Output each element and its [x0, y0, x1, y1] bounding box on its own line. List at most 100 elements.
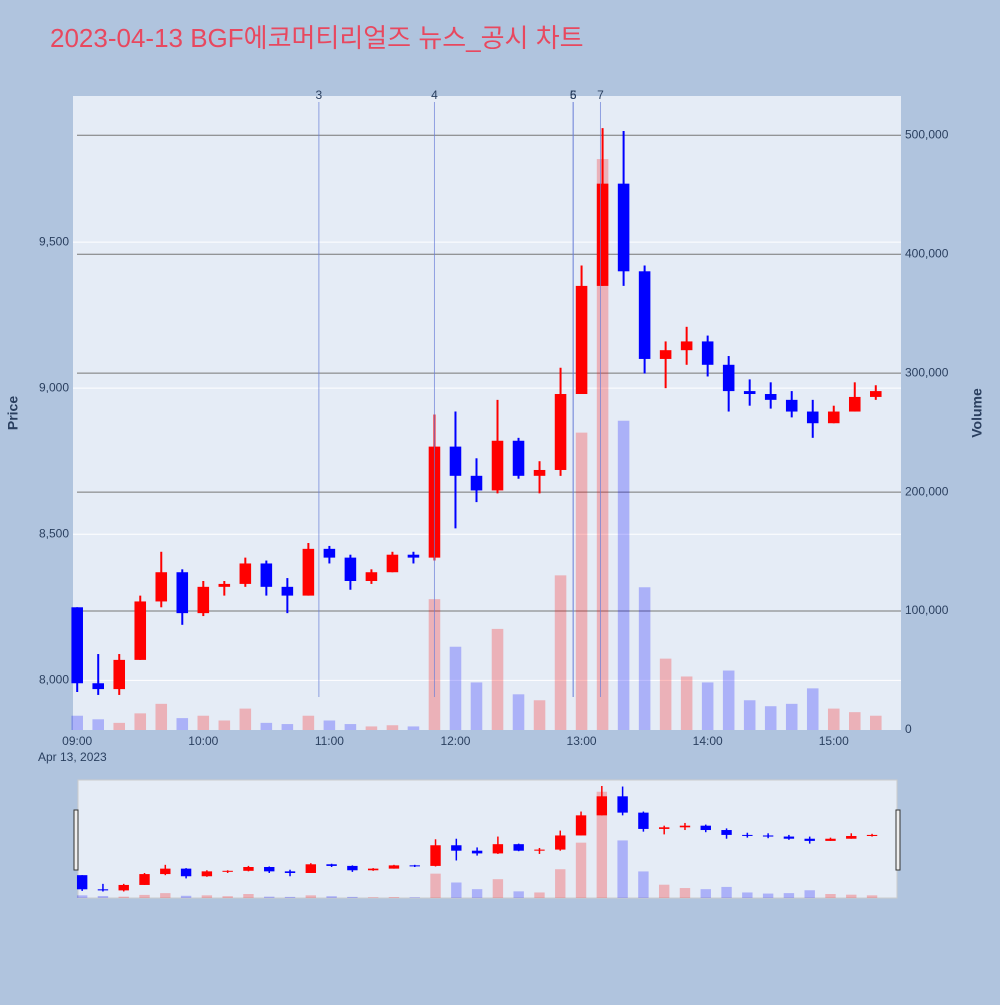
candle-body	[764, 394, 777, 400]
slider-candle-body	[451, 845, 462, 851]
slider-candle-body	[742, 834, 753, 836]
slider-candle-body	[139, 874, 150, 885]
slider-candle-body	[762, 835, 774, 837]
volume-bar	[176, 718, 189, 730]
candle-body	[827, 411, 840, 424]
y-tick-label: 8,000	[39, 673, 69, 687]
candle-body	[575, 285, 588, 395]
volume-bar	[764, 706, 777, 730]
volume-bar	[218, 720, 231, 730]
volume-bar	[71, 715, 83, 730]
volume-bar	[806, 688, 819, 730]
slider-volume-bar	[388, 897, 400, 898]
volume-bar	[722, 670, 735, 730]
candle-body	[113, 659, 126, 690]
candle-body	[197, 586, 210, 614]
slider-volume-bar	[679, 888, 691, 898]
range-handle[interactable]	[73, 809, 79, 871]
candle-body	[176, 572, 189, 614]
slider-candle-body	[409, 865, 420, 867]
slider-volume-bar	[638, 871, 649, 898]
slider-candle-body	[284, 871, 296, 873]
candle-body	[701, 341, 714, 365]
slider-volume-bar	[658, 884, 670, 898]
slider-candle-body	[866, 834, 878, 837]
candle-body	[71, 607, 83, 684]
slider-volume-bar	[305, 895, 317, 898]
slider-candle-body	[388, 865, 400, 869]
slider-candle-body	[367, 868, 379, 871]
candle-body	[554, 394, 567, 470]
slider-volume-bar	[617, 840, 628, 898]
slider-volume-bar	[804, 890, 815, 898]
slider-candle-body	[326, 864, 337, 866]
slider-volume-bar	[160, 893, 171, 898]
slider-candle-body	[347, 865, 358, 871]
y-title: Price	[5, 396, 21, 430]
volume-bar	[470, 682, 483, 730]
slider-candle-body	[658, 827, 670, 829]
candle-body	[659, 350, 672, 359]
chart-title: 2023-04-13 BGF에코머티리얼즈 뉴스_공시 차트	[50, 23, 584, 53]
y2-tick-label: 300,000	[905, 365, 949, 379]
news-label: 4	[431, 88, 438, 102]
slider-candle-body	[118, 884, 129, 891]
y2-title: Volume	[969, 388, 985, 438]
candle-body	[134, 601, 147, 660]
slider-candle-body	[721, 830, 732, 835]
slider-volume-bar	[201, 895, 213, 898]
slider-volume-bar	[222, 896, 233, 898]
volume-bar	[533, 700, 546, 730]
slider-volume-bar	[555, 869, 566, 898]
candle-body	[281, 586, 294, 596]
volume-bar	[344, 724, 357, 730]
slider-volume-bar	[742, 892, 753, 898]
slider-volume-bar	[451, 882, 462, 898]
slider-volume-bar	[118, 896, 129, 898]
y-tick-label: 9,000	[39, 380, 69, 394]
candle-body	[449, 446, 462, 476]
x-tick-label: 13:00	[567, 734, 597, 748]
slider-candle-body	[430, 845, 441, 866]
volume-bar	[155, 703, 168, 730]
volume-bar	[113, 722, 126, 730]
slider-volume-bar	[846, 894, 857, 898]
candle-body	[323, 548, 336, 558]
slider-candle-body	[638, 812, 649, 829]
news-label: 6	[570, 88, 577, 102]
slider-candle-body	[513, 844, 524, 851]
slider-volume-bar	[264, 896, 275, 898]
volume-bar	[407, 726, 420, 730]
x-tick-label: 14:00	[693, 734, 723, 748]
x-tick-label: 09:00	[62, 734, 92, 748]
volume-bar	[239, 708, 252, 730]
slider-volume-bar	[700, 889, 711, 898]
x-tick-label: 15:00	[819, 734, 849, 748]
candle-body	[806, 411, 819, 424]
y2-tick-label: 400,000	[905, 246, 949, 260]
candle-body	[596, 183, 609, 286]
volume-bar	[743, 700, 756, 730]
volume-bar	[554, 575, 567, 730]
slider-volume-bar	[347, 896, 358, 898]
range-handle[interactable]	[895, 809, 901, 871]
candle-body	[470, 475, 483, 491]
candle-body	[407, 554, 420, 558]
slider-candle-body	[305, 864, 317, 873]
slider-volume-bar	[326, 896, 337, 898]
slider-volume-bar	[180, 895, 192, 898]
volume-bar	[92, 719, 104, 730]
slider-volume-bar	[409, 897, 420, 898]
slider-volume-bar	[866, 895, 878, 898]
candle-body	[785, 399, 798, 412]
candle-body	[617, 183, 630, 272]
volume-bar	[512, 694, 525, 730]
news-label: 5	[570, 88, 577, 102]
y-tick-label: 9,500	[39, 234, 69, 248]
volume-bar	[827, 708, 840, 730]
range-slider[interactable]	[77, 779, 898, 899]
candle-body	[302, 548, 315, 596]
x-tick-label: 12:00	[440, 734, 470, 748]
y2-tick-label: 500,000	[905, 127, 949, 141]
volume-bar	[848, 712, 861, 730]
